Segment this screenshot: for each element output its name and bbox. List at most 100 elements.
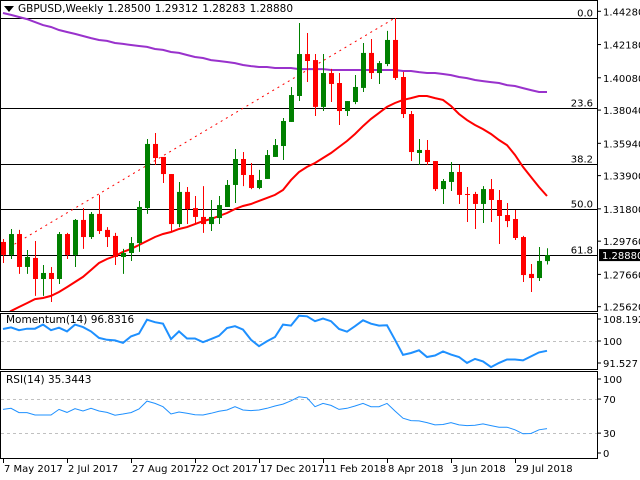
bearish-candle bbox=[49, 266, 54, 302]
bearish-candle bbox=[241, 152, 246, 187]
candle-body bbox=[377, 63, 382, 74]
bearish-candle bbox=[113, 232, 118, 266]
current-price-tag bbox=[599, 249, 640, 262]
bullish-candle bbox=[377, 61, 382, 84]
candle-body bbox=[361, 52, 366, 88]
candle-body bbox=[25, 256, 30, 267]
main-panel-frame bbox=[0, 0, 598, 312]
candle-body bbox=[73, 219, 78, 255]
candle-body bbox=[369, 52, 374, 74]
fast-moving-average-line bbox=[9, 95, 548, 311]
bearish-candle bbox=[161, 156, 166, 184]
candle-body bbox=[161, 156, 166, 175]
time-axis-label: 29 Jul 2018 bbox=[516, 464, 573, 475]
bullish-candle bbox=[385, 30, 390, 67]
bullish-candle bbox=[321, 54, 326, 112]
candle-body bbox=[17, 234, 22, 267]
bullish-candle bbox=[537, 247, 542, 282]
candle-body bbox=[313, 60, 318, 107]
momentum-line bbox=[2, 314, 548, 369]
candle-body bbox=[217, 205, 222, 219]
price-axis-label: 1.29760 bbox=[603, 237, 640, 248]
bullish-candle bbox=[25, 250, 30, 274]
bullish-candle bbox=[233, 149, 238, 204]
bearish-candle bbox=[337, 73, 342, 125]
fib-level-label: 0.0 bbox=[577, 9, 593, 20]
candle-body bbox=[441, 181, 446, 190]
candle-body bbox=[209, 216, 214, 225]
bullish-candle bbox=[209, 199, 214, 232]
bullish-candle bbox=[73, 218, 78, 267]
bearish-candle bbox=[465, 187, 470, 223]
bullish-candle bbox=[129, 237, 134, 261]
bullish-candle bbox=[217, 196, 222, 225]
candle-body bbox=[113, 235, 118, 257]
candle-body bbox=[305, 54, 310, 62]
bullish-candle bbox=[265, 149, 270, 179]
bearish-candle bbox=[529, 263, 534, 292]
candle-body bbox=[145, 143, 150, 209]
candle-body bbox=[353, 86, 358, 103]
high-value: 1.29312 bbox=[154, 3, 199, 15]
bearish-candle bbox=[305, 32, 310, 83]
rsi-axis-label: 30 bbox=[603, 429, 616, 440]
low-value: 1.28283 bbox=[202, 3, 246, 15]
bullish-candle bbox=[273, 139, 278, 157]
bearish-candle bbox=[433, 161, 438, 191]
candle-body bbox=[521, 237, 526, 276]
fib-level-label: 38.2 bbox=[571, 155, 593, 166]
rsi-axis-label: 70 bbox=[603, 395, 616, 406]
candle-body bbox=[425, 149, 430, 163]
rsi-axis-label: 0 bbox=[603, 449, 609, 460]
bearish-candle bbox=[505, 203, 510, 228]
candle-body bbox=[201, 216, 206, 225]
bullish-candle bbox=[545, 248, 550, 265]
candle-body bbox=[393, 39, 398, 78]
candle-body bbox=[545, 255, 550, 262]
rsi-line bbox=[2, 396, 548, 435]
candle-body bbox=[513, 218, 518, 238]
rsi-label: RSI(14) 35.3443 bbox=[6, 374, 92, 386]
bullish-candle bbox=[89, 212, 94, 239]
price-axis-label: 1.44280 bbox=[603, 7, 640, 18]
bearish-candle bbox=[33, 240, 38, 296]
candle-body bbox=[265, 155, 270, 179]
candle-body bbox=[281, 121, 286, 147]
candle-body bbox=[537, 260, 542, 279]
candle-body bbox=[329, 73, 334, 84]
bearish-candle bbox=[201, 186, 206, 233]
rsi-panel-frame bbox=[0, 371, 598, 459]
bearish-candle bbox=[1, 238, 6, 264]
bullish-candle bbox=[297, 23, 302, 102]
bullish-candle bbox=[281, 117, 286, 160]
candle-body bbox=[345, 101, 350, 112]
open-value: 1.28500 bbox=[107, 3, 151, 15]
candle-body bbox=[1, 241, 6, 255]
bullish-candle bbox=[441, 178, 446, 204]
bullish-candle bbox=[289, 86, 294, 122]
candle-body bbox=[9, 234, 14, 255]
bearish-candle bbox=[17, 229, 22, 274]
close-value: 1.28880 bbox=[249, 3, 294, 15]
candle-body bbox=[193, 208, 198, 217]
current-price-label: 1.28880 bbox=[602, 251, 640, 262]
candle-body bbox=[81, 219, 86, 238]
price-axis-label: 1.42180 bbox=[603, 41, 640, 52]
price-axis-label: 1.33900 bbox=[603, 172, 640, 183]
bearish-candle bbox=[457, 165, 462, 204]
candle-body bbox=[297, 54, 302, 96]
triangle-down-icon[interactable] bbox=[4, 6, 14, 12]
bearish-candle bbox=[153, 133, 158, 166]
bullish-candle bbox=[345, 101, 350, 116]
main-plot: 0.0 23.6 38.2 50.0 61.8 bbox=[1, 9, 597, 311]
candle-body bbox=[65, 234, 70, 255]
candle-body bbox=[505, 215, 510, 222]
candle-body bbox=[465, 193, 470, 195]
bullish-candle bbox=[449, 162, 454, 191]
bullish-candle bbox=[177, 181, 182, 228]
price-axis-label: 1.38040 bbox=[603, 106, 640, 117]
candle-body bbox=[97, 213, 102, 232]
bearish-candle bbox=[513, 209, 518, 241]
bearish-candle bbox=[329, 68, 334, 103]
